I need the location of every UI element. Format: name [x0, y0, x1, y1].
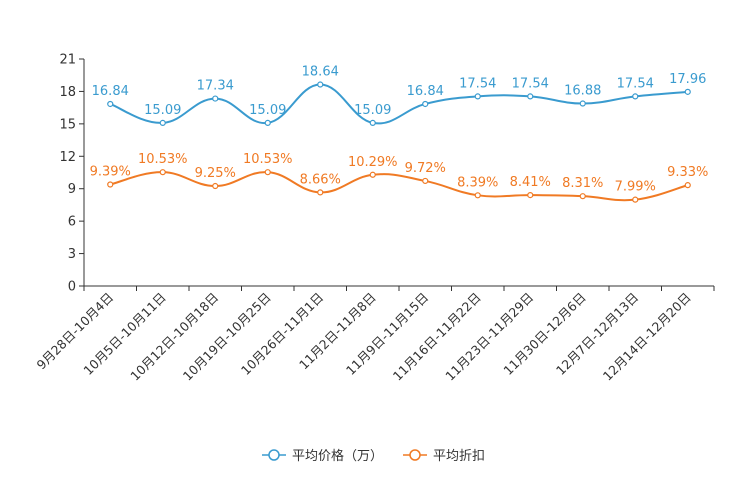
data-point	[632, 93, 639, 100]
y-axis: 0 3 6 9 12 15 18 21	[59, 53, 85, 295]
data-point	[579, 193, 586, 200]
legend-marker	[409, 449, 421, 461]
data-label: 15.09	[354, 103, 391, 118]
y-tick-label: 12	[59, 150, 76, 165]
x-tick-label: 11月23日-11月29日	[442, 290, 536, 384]
data-point	[264, 119, 271, 126]
y-tick-label: 15	[59, 117, 76, 132]
data-label: 8.66%	[300, 172, 341, 187]
data-point	[159, 119, 166, 126]
data-point	[369, 119, 376, 126]
data-label: 10.53%	[243, 152, 293, 167]
data-point	[527, 191, 534, 199]
data-point	[527, 93, 534, 100]
x-axis: 9月28日-10月4日10月5日-10月11日10月12日-10月18日10月1…	[33, 285, 715, 384]
data-label: 17.34	[197, 79, 234, 94]
data-label: 10.29%	[348, 155, 398, 170]
legend-label: 平均折扣	[433, 449, 485, 464]
data-label: 17.54	[617, 76, 654, 91]
data-label: 16.88	[564, 84, 601, 99]
y-tick-label: 6	[68, 215, 76, 230]
data-label: 9.39%	[90, 164, 131, 179]
data-label: 9.25%	[195, 166, 236, 181]
y-tick-label: 0	[68, 280, 76, 295]
series-line	[110, 171, 689, 202]
data-point	[317, 189, 324, 196]
data-label: 16.84	[92, 84, 129, 99]
data-label: 17.54	[459, 76, 496, 91]
data-point	[107, 181, 114, 188]
y-tick-label: 18	[59, 85, 76, 100]
series-1: 16.84 15.09 17.34 15.09 18.64 15.09 16.84 17.54…	[92, 65, 706, 126]
x-tick-label: 10月19日-10月25日	[180, 290, 274, 384]
x-tick-label: 10月12日-10月18日	[127, 290, 221, 384]
data-label: 9.72%	[405, 161, 446, 176]
data-point	[474, 93, 481, 100]
data-label: 9.33%	[667, 165, 708, 180]
data-point	[212, 95, 219, 102]
data-label: 8.31%	[562, 176, 603, 191]
data-label: 8.39%	[457, 175, 498, 190]
data-point	[422, 100, 429, 108]
x-tick-label: 12月14日-12月20日	[600, 290, 694, 384]
data-point	[474, 192, 481, 199]
data-point	[159, 169, 166, 176]
legend-label: 平均价格（万）	[292, 448, 383, 464]
data-label: 10.53%	[138, 152, 188, 167]
data-label: 16.84	[407, 84, 444, 99]
data-point	[684, 182, 691, 189]
data-label: 18.64	[302, 65, 339, 80]
legend-item-2: 平均折扣	[403, 449, 485, 464]
data-point	[369, 171, 376, 178]
series-layer: 16.84 15.09 17.34 15.09 18.64 15.09 16.84 17.54…	[90, 65, 708, 203]
data-point	[264, 169, 271, 176]
data-label: 17.96	[669, 72, 706, 87]
data-label: 15.09	[144, 103, 181, 118]
data-point	[107, 100, 114, 108]
data-point	[422, 177, 429, 185]
data-point	[684, 88, 691, 95]
y-tick-label: 9	[68, 182, 76, 197]
data-label: 17.54	[512, 76, 549, 91]
data-label: 15.09	[249, 103, 286, 118]
data-label: 8.41%	[510, 175, 551, 190]
y-tick-label: 21	[59, 53, 76, 68]
data-point	[579, 100, 586, 107]
series-2: 9.39% 10.53% 9.25% 10.53% 8.66% 10.29% 9.72% 8.…	[90, 152, 708, 203]
data-label: 7.99%	[615, 180, 656, 195]
data-point	[212, 182, 219, 190]
x-tick-label: 11月16日-11月22日	[390, 290, 484, 384]
y-tick-label: 3	[68, 247, 76, 262]
legend-marker	[268, 449, 280, 461]
legend-item-1: 平均价格（万）	[262, 448, 383, 464]
legend: 平均价格（万） 平均折扣	[262, 448, 485, 464]
data-point	[632, 196, 639, 203]
data-point	[317, 81, 324, 88]
